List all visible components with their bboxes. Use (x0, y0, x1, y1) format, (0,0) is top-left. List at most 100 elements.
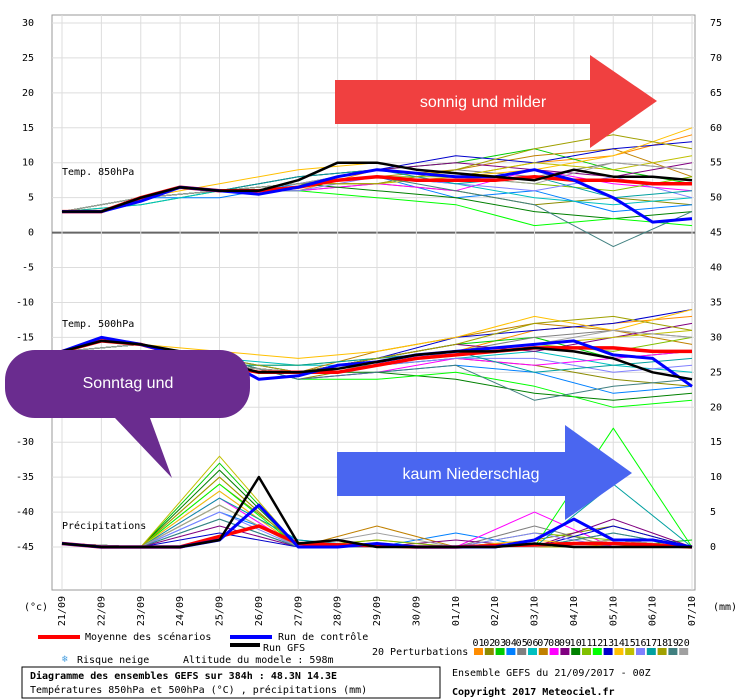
x-tick-label: 03/10 (530, 596, 541, 626)
legend-swatch (592, 648, 602, 655)
speech-bubble (5, 350, 250, 478)
legend-label: Run de contrôle (278, 631, 368, 643)
y2-tick-label: 70 (710, 53, 722, 64)
legend-number: 13 (602, 638, 614, 649)
legend-swatch (528, 648, 537, 655)
line-t500 (61, 309, 693, 359)
legend-number: 11 (580, 638, 592, 649)
legend-number: 20 (678, 638, 690, 649)
annotation: sonnig und milder (420, 94, 547, 111)
y2-tick-label: 25 (710, 367, 722, 378)
y-tick-label: -10 (16, 297, 34, 308)
legend-number: 10 (570, 638, 582, 649)
y2-tick-label: 10 (710, 472, 722, 483)
annotation: kaum Niederschlag (403, 466, 540, 483)
legend-swatch (582, 648, 591, 655)
legend-number: 08 (548, 638, 560, 649)
legend-swatch (657, 648, 667, 655)
legend-swatch (538, 648, 548, 655)
arrow (337, 425, 632, 520)
x-tick-label: 26/09 (254, 596, 265, 626)
x-tick-label: 23/09 (136, 596, 147, 626)
y-tick-label: 15 (22, 123, 34, 134)
panel-label: Précipitations (62, 520, 146, 532)
legend-number: 06 (526, 638, 538, 649)
x-tick-label: 25/09 (215, 596, 226, 626)
x-tick-label: 22/09 (96, 596, 107, 626)
legend-number: 15 (624, 638, 636, 649)
x-tick-label: 29/09 (372, 596, 383, 626)
legend-swatch (614, 648, 624, 655)
legend-number: 07 (537, 638, 549, 649)
y2-tick-label: 60 (710, 123, 722, 134)
y2-tick-label: 40 (710, 263, 722, 274)
y2-tick-label: 50 (710, 193, 722, 204)
legend-number: 03 (494, 638, 506, 649)
y2-tick-label: 75 (710, 18, 722, 29)
legend-swatch (646, 648, 656, 655)
legend-swatch (668, 648, 678, 655)
line-t850 (62, 161, 693, 213)
legend-swatch (549, 648, 559, 655)
y2-tick-label: 30 (710, 332, 722, 343)
panel-label: Temp. 500hPa (62, 319, 134, 330)
footer-box (21, 666, 441, 699)
y-tick-label: -30 (16, 437, 34, 448)
y2-tick-label: 45 (710, 228, 722, 239)
legend-number: 14 (613, 638, 625, 649)
legend-swatch (603, 648, 613, 655)
legend-label: 20 Perturbations (372, 647, 468, 658)
x-tick-label: 24/09 (175, 596, 186, 626)
x-tick-label: 04/10 (569, 596, 580, 626)
x-tick-label: 01/10 (451, 596, 462, 626)
line-t500 (61, 339, 693, 381)
y2-tick-label: 35 (710, 297, 722, 308)
legend-swatch (474, 648, 483, 655)
y-tick-label: 0 (28, 228, 34, 239)
right-unit: (mm) (713, 602, 737, 613)
legend-number: 18 (656, 638, 668, 649)
legend-swatch (625, 648, 635, 655)
copyright: Copyright 2017 Meteociel.fr (452, 686, 615, 698)
x-tick-label: 28/09 (333, 596, 344, 626)
y2-tick-label: 65 (710, 88, 722, 99)
y-tick-label: -15 (16, 332, 34, 343)
legend-number: 19 (667, 638, 679, 649)
y-tick-label: 25 (22, 53, 34, 64)
y2-tick-label: 0 (710, 542, 716, 553)
legend-number: 04 (505, 638, 517, 649)
footer-title: Diagramme des ensembles GEFS sur 384h : … (30, 670, 337, 682)
legend-swatch (571, 648, 581, 655)
y2-tick-label: 15 (710, 437, 722, 448)
x-tick-label: 30/09 (411, 596, 422, 626)
arrow (335, 55, 657, 148)
legend-swatch (484, 648, 494, 655)
altitude: Altitude du modele : 598m (183, 655, 334, 666)
footer-subtitle: Températures 850hPa et 500hPa (°C) , pré… (30, 684, 367, 696)
x-tick-label: 27/09 (293, 596, 304, 626)
y2-tick-label: 5 (710, 507, 716, 518)
y-tick-label: 20 (22, 88, 34, 99)
y-tick-label: -5 (22, 263, 34, 274)
snow-icon: ❄ (62, 654, 69, 665)
legend-swatch (636, 648, 645, 655)
legend-number: 09 (559, 638, 571, 649)
x-tick-label: 21/09 (57, 596, 68, 626)
line-precip (61, 475, 692, 549)
y-tick-label: 10 (22, 158, 34, 169)
panel-label: Temp. 850hPa (62, 167, 134, 178)
legend-number: 17 (645, 638, 657, 649)
y-tick-label: 30 (22, 18, 34, 29)
y-tick-label: -40 (16, 507, 34, 518)
y2-tick-label: 55 (710, 158, 722, 169)
run-info: Ensemble GEFS du 21/09/2017 - 00Z (452, 668, 651, 679)
legend-swatch (517, 648, 527, 655)
legend-label: Moyenne des scénarios (85, 631, 211, 643)
legend: Moyenne des scénarios Run de contrôleRun … (38, 631, 690, 658)
y-tick-label: 5 (28, 193, 34, 204)
x-tick-label: 02/10 (490, 596, 501, 626)
legend-swatch (560, 648, 570, 655)
snow-label: Risque neige (77, 655, 149, 666)
x-tick-label: 05/10 (608, 596, 619, 626)
